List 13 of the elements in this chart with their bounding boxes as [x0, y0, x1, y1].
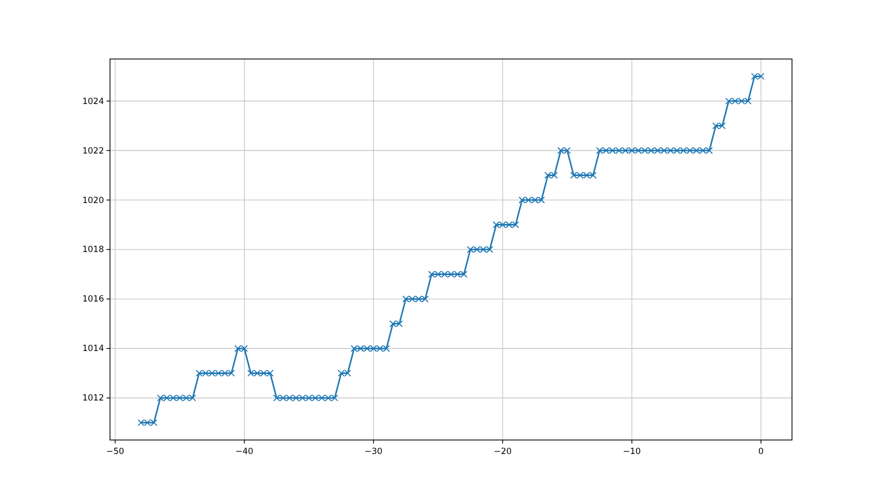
x-tick-label: −10 [622, 447, 641, 457]
y-tick-label: 1022 [82, 146, 104, 156]
x-tick-label: −20 [494, 447, 512, 457]
y-tick-label: 1018 [82, 245, 104, 256]
y-tick-label: 1020 [82, 196, 104, 206]
y-tick-label: 1024 [82, 96, 104, 107]
x-tick-label: 0 [758, 447, 764, 457]
x-tick-label: −40 [235, 447, 254, 457]
y-tick-label: 1014 [82, 344, 104, 354]
x-tick-label: −30 [364, 447, 382, 457]
y-tick-label: 1016 [82, 294, 104, 305]
x-tick-label: −50 [106, 447, 124, 457]
y-tick-label: 1012 [82, 394, 104, 404]
